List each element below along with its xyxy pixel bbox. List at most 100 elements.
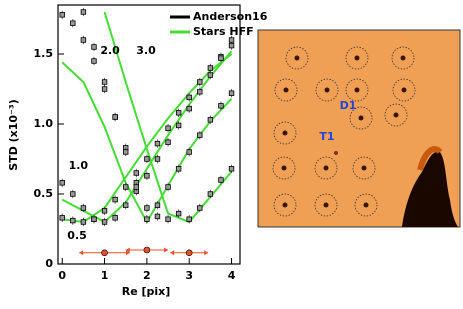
annotation: 0.5 xyxy=(67,229,87,242)
data-point xyxy=(91,44,97,50)
data-point xyxy=(197,89,203,95)
star xyxy=(354,55,360,61)
data-point xyxy=(123,149,129,155)
data-point xyxy=(144,173,150,179)
annotation: 3.0 xyxy=(136,44,156,57)
y-label: STD (x10⁻³) xyxy=(7,99,20,170)
star xyxy=(282,202,288,208)
plot-frame xyxy=(57,4,241,265)
annotation: 2.0 xyxy=(100,44,120,57)
curve xyxy=(62,53,233,224)
star-circle xyxy=(315,78,339,102)
data-point xyxy=(144,205,150,211)
data-point xyxy=(154,140,161,147)
data-point xyxy=(228,90,235,96)
data-point xyxy=(80,9,87,15)
star-circle xyxy=(285,46,309,70)
data-point xyxy=(207,65,214,71)
data-point xyxy=(133,170,140,176)
y-tick-label: 1.5 xyxy=(34,47,54,60)
star-circle xyxy=(272,156,296,180)
star-circle xyxy=(345,46,369,70)
curve xyxy=(61,61,233,225)
data-point xyxy=(123,202,129,208)
x-tick-label: 2 xyxy=(143,269,151,282)
data-point xyxy=(80,37,87,43)
star xyxy=(324,87,330,93)
data-point xyxy=(165,139,171,145)
annotation: 1.0 xyxy=(69,159,89,172)
star xyxy=(358,115,364,121)
data-point xyxy=(112,215,118,221)
data-point xyxy=(218,55,224,61)
marker xyxy=(143,246,151,254)
data-point xyxy=(186,216,192,222)
x-tick-label: 3 xyxy=(185,269,193,282)
data-point xyxy=(186,94,192,101)
star-circle xyxy=(314,193,338,217)
data-point xyxy=(112,114,118,120)
star xyxy=(363,202,369,208)
plot-area xyxy=(59,7,235,227)
label-t1: T1 xyxy=(319,130,334,143)
data-point xyxy=(123,184,129,190)
data-point xyxy=(133,184,140,190)
data-point xyxy=(197,205,203,211)
data-point xyxy=(59,12,65,18)
data-point xyxy=(154,156,161,162)
data-point xyxy=(112,196,118,203)
data-point xyxy=(70,191,76,197)
star xyxy=(294,55,300,61)
star-circle xyxy=(392,78,416,102)
data-point xyxy=(218,103,224,109)
y-tick-label: 1.0 xyxy=(34,117,54,130)
star-circle xyxy=(349,106,373,130)
star xyxy=(361,165,367,171)
star-circle xyxy=(273,121,297,145)
star-circle xyxy=(384,103,408,127)
star-circle xyxy=(345,78,369,102)
y-tick-label: 0 xyxy=(45,257,53,270)
data-point xyxy=(175,210,182,217)
data-point xyxy=(154,213,161,220)
star xyxy=(401,87,407,93)
data-point xyxy=(175,122,182,129)
data-point xyxy=(228,166,235,172)
data-point xyxy=(165,216,171,222)
star xyxy=(283,87,289,93)
star xyxy=(354,87,360,93)
star-circle xyxy=(314,156,338,180)
data-point xyxy=(207,72,214,78)
marker xyxy=(185,249,193,257)
data-point xyxy=(144,156,150,162)
star xyxy=(281,165,287,171)
star-circle xyxy=(273,193,297,217)
data-point xyxy=(218,177,224,183)
legend-label: Stars HFF xyxy=(193,25,254,38)
data-point xyxy=(101,219,108,225)
data-point xyxy=(80,219,87,225)
star xyxy=(323,165,329,171)
x-label: Re [pix] xyxy=(122,285,171,298)
data-point xyxy=(175,110,182,116)
image-panel: D1 T1 xyxy=(257,29,461,228)
data-point xyxy=(197,79,203,85)
star xyxy=(323,202,329,208)
marker xyxy=(101,249,108,257)
arrow-head xyxy=(170,250,209,256)
star-grid xyxy=(272,46,416,217)
data-point xyxy=(91,58,97,64)
data-point xyxy=(59,215,65,221)
data-point xyxy=(80,205,87,211)
star-circle xyxy=(391,46,415,70)
data-point xyxy=(101,79,108,85)
star-circle xyxy=(352,156,376,180)
star xyxy=(334,151,338,155)
data-point xyxy=(59,180,65,186)
data-point xyxy=(165,184,171,190)
y-tick-label: 0.5 xyxy=(34,187,54,200)
data-point xyxy=(101,86,108,92)
data-point xyxy=(101,208,108,214)
data-point xyxy=(175,166,182,172)
